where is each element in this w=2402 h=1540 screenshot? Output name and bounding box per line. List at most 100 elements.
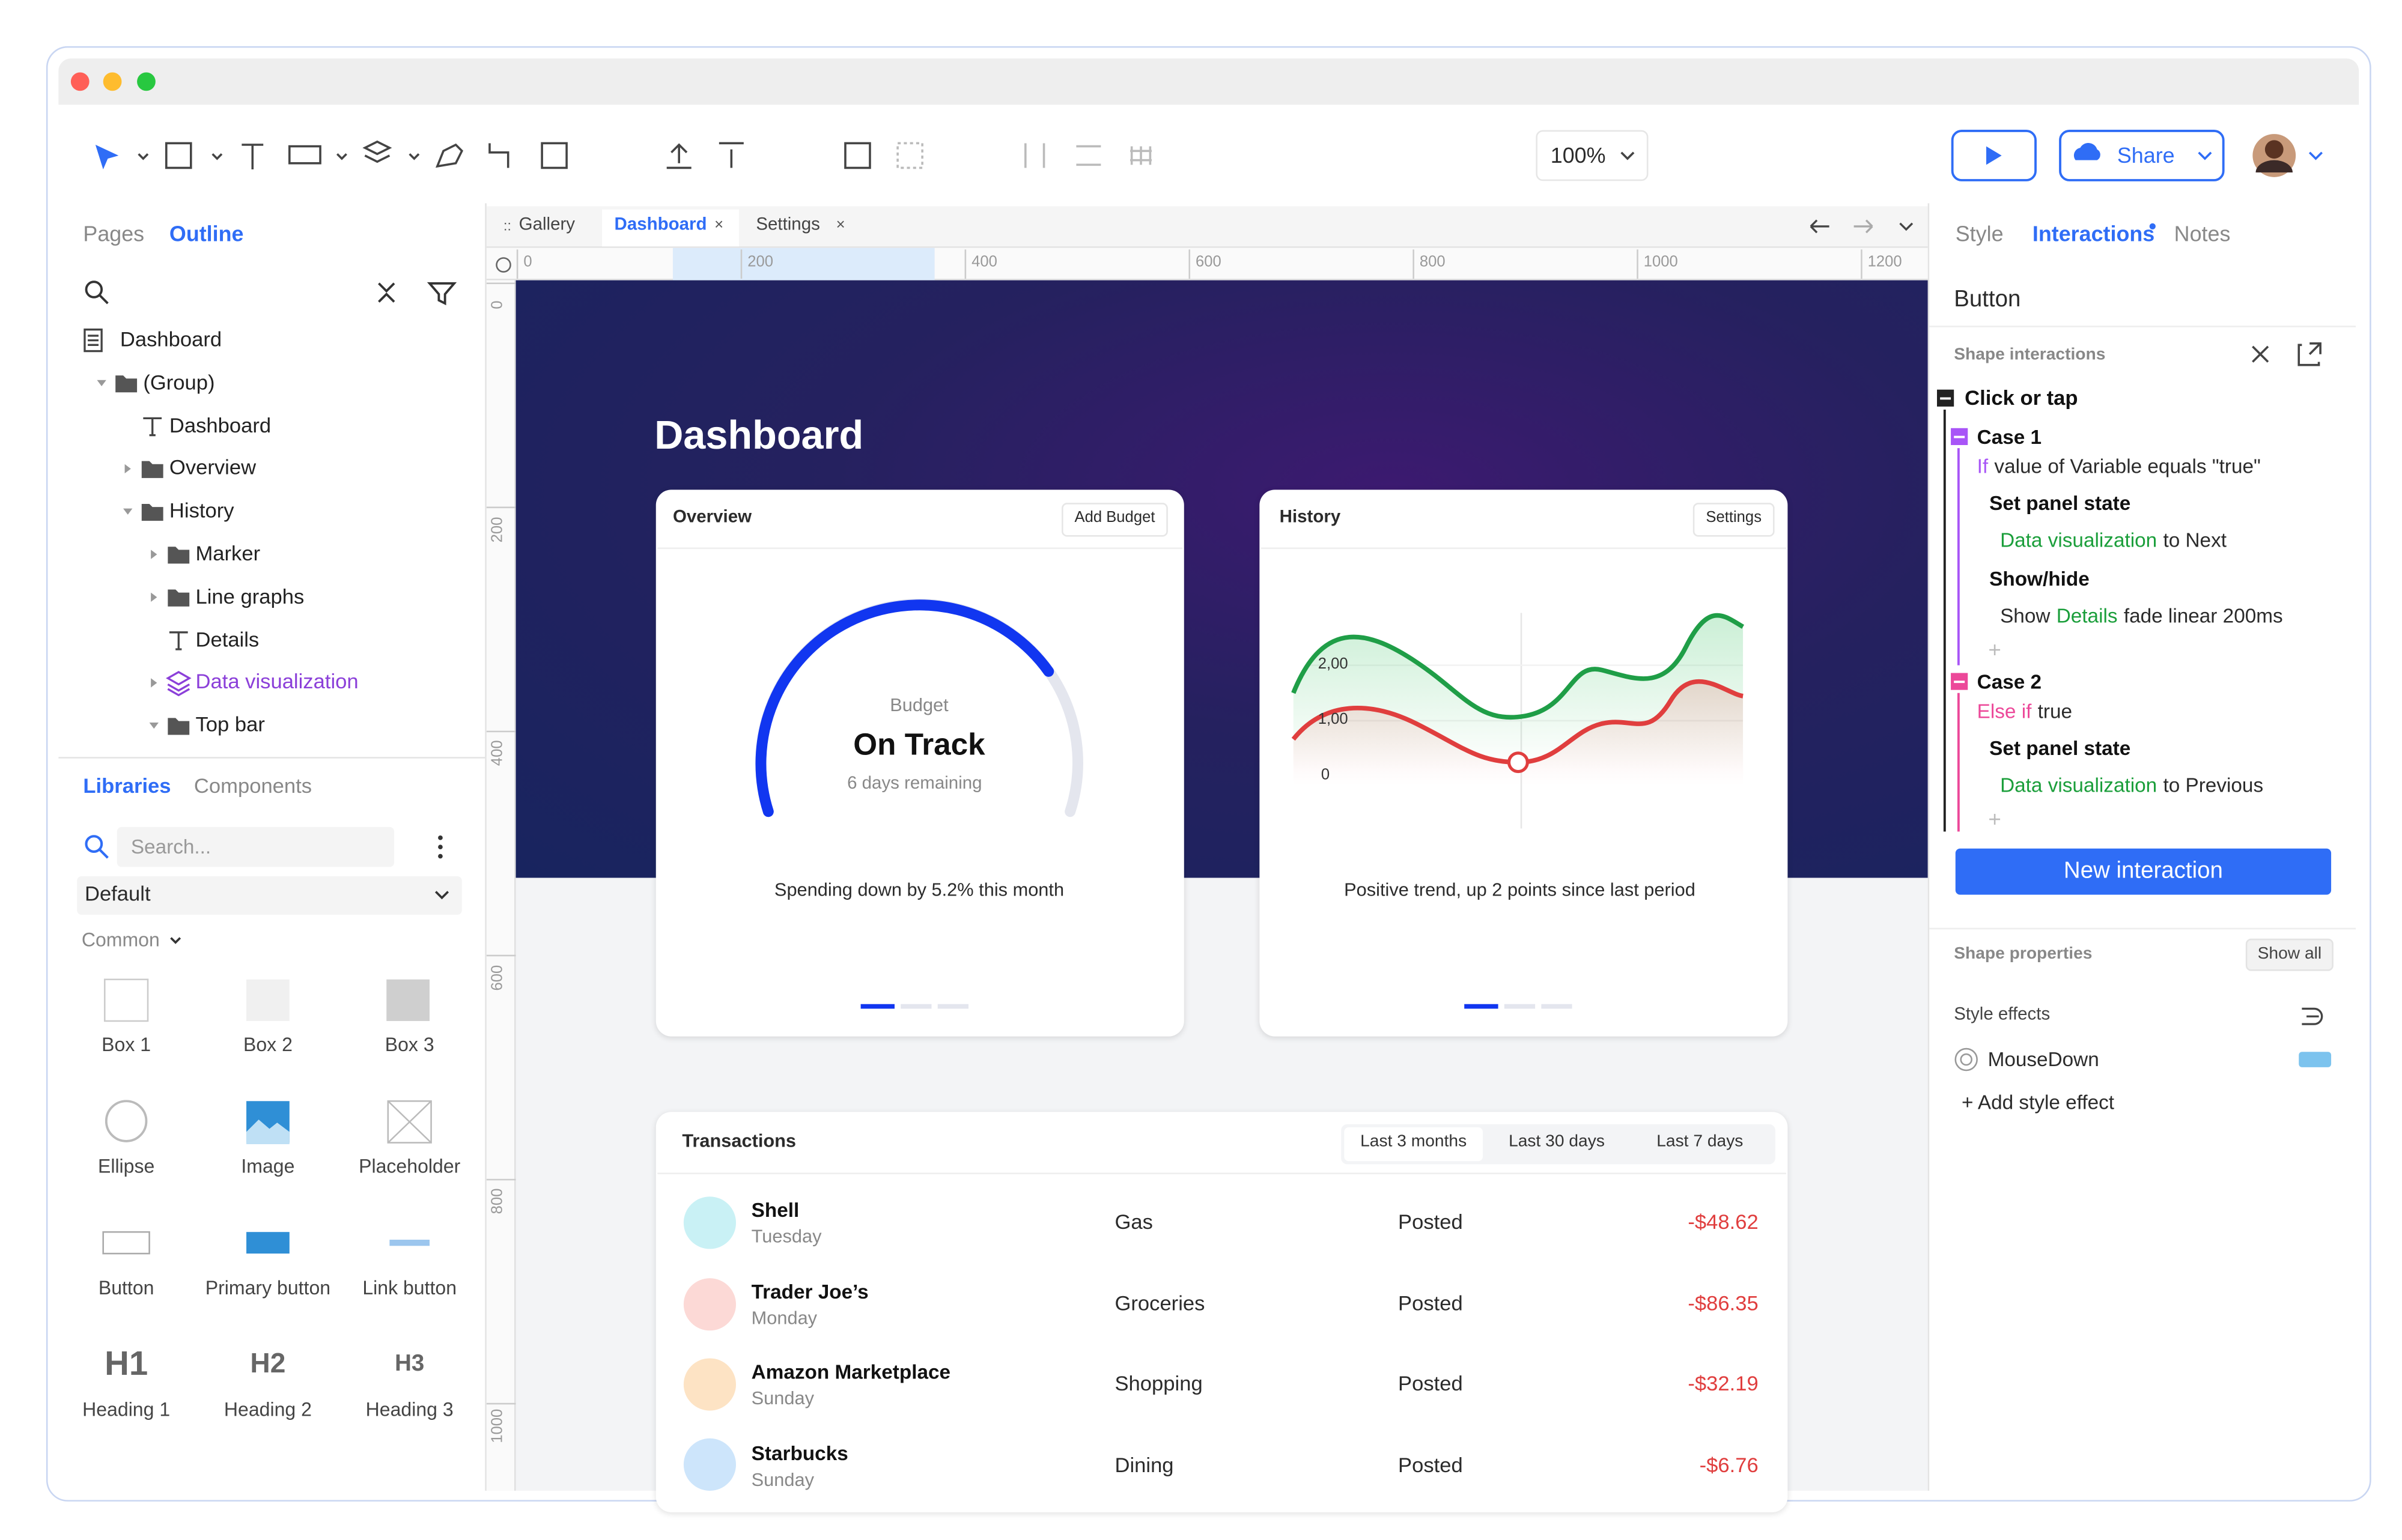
library-item[interactable]: Image (241, 1156, 295, 1178)
library-item[interactable]: Heading 2 (223, 1399, 312, 1421)
history-card (1259, 490, 1788, 1037)
outline-item[interactable]: History (169, 499, 234, 523)
gauge-label: Budget (890, 694, 949, 716)
title-bar (58, 58, 2359, 105)
canvas-tab[interactable]: Gallery (518, 216, 576, 234)
case-condition: If value of Variable equals "true" (1977, 455, 2261, 479)
library-item[interactable]: Ellipse (97, 1156, 155, 1178)
library-item[interactable]: Link button (362, 1277, 457, 1299)
action-target: Details (2056, 604, 2118, 628)
library-item[interactable]: Box 2 (243, 1034, 293, 1056)
left-panel-divider (485, 203, 487, 1491)
action-detail: Show Details fade linear 200ms (2000, 604, 2283, 628)
chart-axis-label: 0 (1321, 766, 1330, 784)
ruler-label: 200 (747, 254, 774, 271)
selection-name: Button (1954, 286, 2021, 313)
transactions-card (655, 1112, 1788, 1512)
panel-tab[interactable]: Interactions (2032, 221, 2155, 246)
amount: -$86.35 (1688, 1291, 1759, 1315)
library-item[interactable]: Box 1 (102, 1034, 151, 1056)
merchant: Starbucks (751, 1441, 848, 1464)
filter-tab[interactable]: Last 7 days (1656, 1132, 1744, 1151)
library-tab[interactable]: Libraries (83, 774, 171, 798)
new-interaction-label[interactable]: New interaction (2063, 858, 2223, 884)
section-label: Shape properties (1954, 944, 2093, 963)
ruler-highlight (672, 247, 935, 280)
panel-tab[interactable]: Style (1955, 221, 2004, 246)
condition-text: value of Variable equals "true" (1994, 454, 2261, 478)
outline-item[interactable]: Dashboard (169, 413, 272, 437)
ruler-label: 1000 (1643, 254, 1678, 271)
card-title: Overview (672, 508, 752, 527)
card-title: Transactions (682, 1130, 797, 1152)
heading-glyph: H3 (395, 1350, 425, 1377)
library-item[interactable]: Primary button (205, 1277, 331, 1299)
action-prefix: Show (2000, 604, 2051, 628)
ruler-label: 0 (489, 300, 507, 309)
card-action[interactable]: Add Budget (1074, 509, 1155, 527)
heading-glyph: H1 (105, 1344, 148, 1383)
dashboard-title: Dashboard (654, 411, 864, 458)
card-action[interactable]: Settings (1706, 509, 1762, 527)
tab-close: × (836, 217, 845, 234)
ruler-left (486, 280, 516, 1491)
heading-glyph: H2 (250, 1348, 286, 1379)
action-detail: Data visualization to Previous (2000, 774, 2263, 798)
category: Shopping (1114, 1372, 1203, 1395)
action-text: to Next (2163, 528, 2227, 552)
ruler-label: 800 (489, 1188, 507, 1214)
day: Monday (751, 1306, 818, 1328)
action-text: to Previous (2163, 773, 2264, 797)
style-effect[interactable]: MouseDown (1987, 1047, 2099, 1071)
library-item[interactable]: Button (98, 1277, 154, 1299)
condition-keyword: If (1977, 454, 1989, 478)
section-label: Shape interactions (1954, 345, 2106, 365)
status: Posted (1398, 1372, 1463, 1395)
chart-axis-label: 1,00 (1318, 711, 1348, 729)
outline-item[interactable]: Dashboard (120, 327, 222, 351)
library-item[interactable]: Box 3 (385, 1034, 434, 1056)
outline-item[interactable]: Details (195, 627, 260, 651)
condition-text: true (2037, 699, 2073, 723)
action-target: Data visualization (2000, 528, 2157, 552)
card-caption: Positive trend, up 2 points since last p… (1344, 879, 1695, 901)
canvas-tab[interactable]: Dashboard (614, 216, 707, 234)
library-item[interactable]: Heading 1 (82, 1399, 171, 1421)
outline-item[interactable]: (Group) (143, 371, 215, 394)
show-all-button[interactable]: Show all (2257, 944, 2322, 963)
outline-item[interactable]: Data visualization (195, 670, 359, 694)
merchant: Amazon Marketplace (751, 1360, 951, 1383)
outline-item[interactable]: Overview (169, 456, 257, 480)
library-item[interactable]: Heading 3 (365, 1399, 454, 1421)
outline-item[interactable]: Top bar (195, 713, 265, 736)
filter-tab[interactable]: Last 3 months (1360, 1132, 1467, 1151)
add-style-effect[interactable]: + Add style effect (1962, 1090, 2115, 1114)
library-item[interactable]: Placeholder (359, 1156, 461, 1178)
new-interaction-button[interactable] (1955, 848, 2332, 895)
outline-item[interactable]: Line graphs (195, 584, 305, 608)
action-target: Data visualization (2000, 773, 2157, 797)
chart-axis-label: 2,00 (1318, 656, 1348, 673)
card-caption: Spending down by 5.2% this month (774, 879, 1065, 901)
case-name: Case 2 (1977, 670, 2042, 694)
share-button[interactable]: Share (2117, 142, 2175, 168)
action-text: fade linear 200ms (2123, 604, 2283, 628)
tab-grip: :: (503, 218, 511, 234)
status: Posted (1398, 1291, 1463, 1315)
library-select[interactable]: Default (84, 882, 151, 906)
condition-keyword: Else if (1977, 699, 2032, 723)
gauge-status: On Track (853, 728, 985, 763)
panel-tab[interactable]: Notes (2174, 221, 2231, 246)
zoom-level[interactable]: 100% (1550, 142, 1606, 168)
panel-tab[interactable]: Outline (169, 221, 244, 246)
outline-item[interactable]: Marker (195, 542, 261, 565)
panel-tab[interactable]: Pages (83, 221, 145, 246)
section-label: Style effects (1954, 1005, 2051, 1025)
search-input[interactable]: Search... (130, 835, 211, 858)
category: Dining (1114, 1452, 1174, 1476)
status: Posted (1398, 1452, 1463, 1476)
filter-tab[interactable]: Last 30 days (1509, 1132, 1605, 1151)
library-tab[interactable]: Components (193, 774, 312, 798)
canvas-tab[interactable]: Settings (756, 216, 820, 234)
